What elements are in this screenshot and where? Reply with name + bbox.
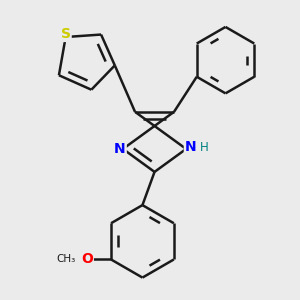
Text: N: N — [185, 140, 197, 154]
Text: O: O — [81, 253, 93, 266]
Text: H: H — [200, 141, 208, 154]
Text: S: S — [61, 27, 71, 41]
Text: CH₃: CH₃ — [56, 254, 75, 265]
Text: N: N — [114, 142, 126, 156]
